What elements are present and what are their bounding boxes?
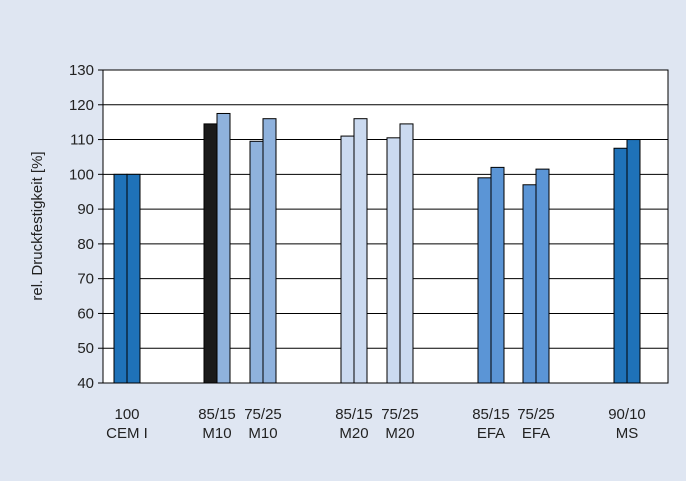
bar [386, 137, 401, 384]
bar [340, 135, 355, 384]
x-tick-label-line1: 100 [114, 406, 139, 423]
bar [522, 184, 537, 384]
y-tick-label: 130 [69, 62, 94, 79]
bar [203, 123, 218, 384]
y-tick-label: 40 [77, 375, 94, 392]
y-tick-label: 100 [69, 166, 94, 183]
y-axis-label: rel. Druckfestigkeit [%] [29, 151, 46, 300]
x-tick-label-line1: 75/25 [381, 406, 419, 423]
bar [490, 166, 505, 384]
bar [399, 123, 414, 384]
y-tick-label: 50 [77, 340, 94, 357]
y-tick-label: 110 [70, 132, 94, 149]
gridlines [103, 104, 668, 349]
x-tick-label-line1: 85/15 [198, 406, 236, 423]
y-tick-label: 120 [69, 97, 94, 114]
x-tick-label-line1: 75/25 [244, 406, 282, 423]
x-tick-label-line1: 75/25 [517, 406, 555, 423]
y-tick-label: 90 [77, 201, 94, 218]
x-tick-label-line2: EFA [477, 425, 505, 442]
x-tick-label-line2: CEM I [106, 425, 148, 442]
y-tick-label: 80 [77, 236, 94, 253]
x-tick-label-line1: 85/15 [335, 406, 373, 423]
x-tick-label-line2: M10 [202, 425, 231, 442]
x-tick-label-line1: 85/15 [472, 406, 510, 423]
plot-area [103, 70, 668, 383]
x-tick-label-line2: M10 [248, 425, 277, 442]
x-tick-label-line2: MS [616, 425, 639, 442]
bar [249, 140, 264, 384]
bar [216, 112, 231, 384]
y-tick-label: 70 [77, 271, 94, 288]
y-tick-label: 60 [77, 305, 94, 322]
x-axis-labels: 100 CEM I 85/15 M10 75/25 M10 85/15 M20 75/25 M20… [106, 406, 646, 442]
bar [477, 177, 492, 384]
bar [113, 173, 128, 384]
x-tick-label-line1: 90/10 [608, 406, 646, 423]
x-tick-label-line2: EFA [522, 425, 550, 442]
bar [626, 139, 641, 384]
bar [535, 168, 550, 384]
x-tick-label-line2: M20 [385, 425, 414, 442]
y-axis-ticks: 40 50 60 70 80 90 100 110 120 130 [69, 62, 103, 392]
bar [613, 147, 628, 384]
bar [126, 173, 141, 384]
bar [353, 118, 368, 384]
plot-border [102, 69, 669, 384]
x-tick-label-line2: M20 [339, 425, 368, 442]
bar [262, 118, 277, 384]
